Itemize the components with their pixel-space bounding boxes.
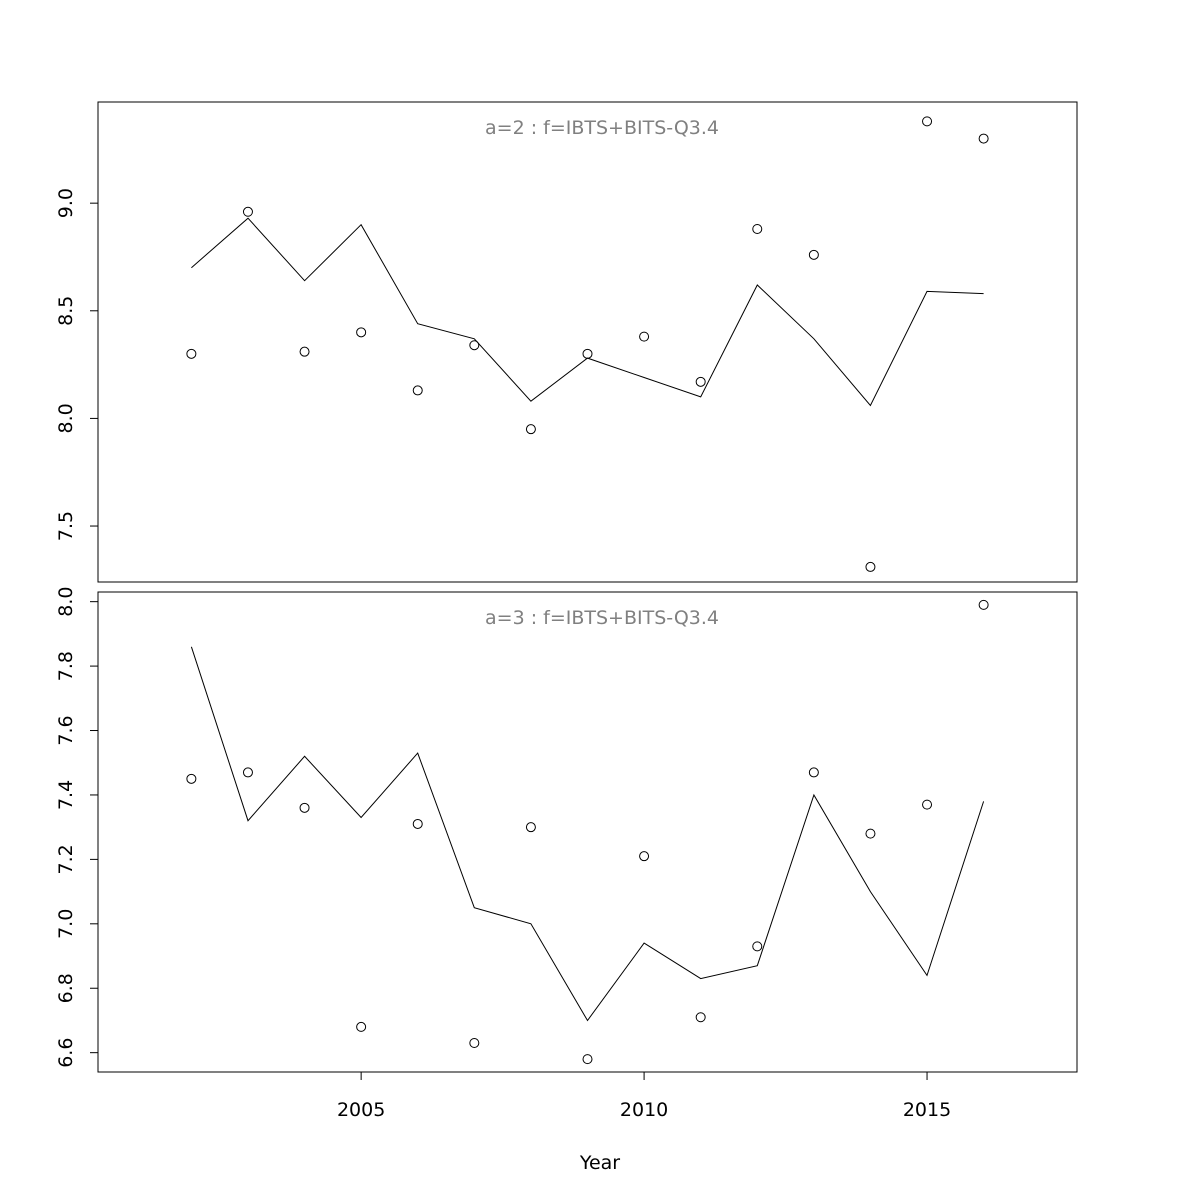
data-point <box>186 348 197 359</box>
data-point <box>525 822 536 833</box>
y-tick-label: 8.5 <box>55 296 77 326</box>
y-tick-label: 7.2 <box>55 844 77 874</box>
data-point <box>922 799 933 810</box>
panel-a2-frame <box>97 101 1078 583</box>
y-tick-label: 7.6 <box>55 715 77 745</box>
y-tick-label: 6.8 <box>55 973 77 1003</box>
data-point <box>242 206 253 217</box>
data-point <box>808 767 819 778</box>
panel-a3-observed-points <box>186 599 989 1065</box>
data-point <box>582 348 593 359</box>
panel-a2-y-axis: 7.5 8.0 8.5 9.0 <box>55 188 99 541</box>
x-tick-label: 2005 <box>337 1099 385 1121</box>
panel-a2-observed-points <box>186 116 989 572</box>
data-point <box>412 385 423 396</box>
data-point <box>752 941 763 952</box>
y-tick-label: 8.0 <box>55 587 77 617</box>
x-tick-label: 2010 <box>620 1099 668 1121</box>
panel-a3-title: a=3 : f=IBTS+BITS-Q3.4 <box>485 607 719 629</box>
y-tick-label: 8.0 <box>55 403 77 433</box>
y-tick-label: 9.0 <box>55 188 77 218</box>
data-point <box>978 599 989 610</box>
data-point <box>922 116 933 127</box>
x-axis: 2005 2010 2015 <box>337 1071 951 1121</box>
data-point <box>752 223 763 234</box>
panel-a3-frame <box>97 591 1078 1073</box>
panel-a3: a=3 : f=IBTS+BITS-Q3.4 6.6 6.8 7.0 7.2 7.4 7.… <box>55 587 1078 1073</box>
panel-a3-fitted-line <box>190 646 985 1022</box>
data-point <box>525 424 536 435</box>
panel-a2-title: a=2 : f=IBTS+BITS-Q3.4 <box>485 117 719 139</box>
data-point <box>356 327 367 338</box>
data-point <box>242 767 253 778</box>
data-point <box>582 1054 593 1065</box>
y-tick-label: 7.4 <box>55 780 77 810</box>
y-tick-label: 6.6 <box>55 1038 77 1068</box>
data-point <box>186 773 197 784</box>
data-point <box>639 331 650 342</box>
series-line <box>191 217 984 407</box>
data-point <box>299 802 310 813</box>
data-point <box>808 249 819 260</box>
data-point <box>865 561 876 572</box>
data-point <box>469 1038 480 1049</box>
y-tick-label: 7.8 <box>55 651 77 681</box>
data-point <box>356 1021 367 1032</box>
data-point <box>695 1012 706 1023</box>
y-tick-label: 7.0 <box>55 909 77 939</box>
data-point <box>299 346 310 357</box>
data-point <box>412 818 423 829</box>
series-line <box>190 646 985 1022</box>
panel-a3-y-axis: 6.6 6.8 7.0 7.2 7.4 7.6 7.8 8.0 <box>55 587 99 1068</box>
data-point <box>639 851 650 862</box>
x-tick-label: 2015 <box>903 1099 951 1121</box>
x-axis-title: Year <box>579 1152 620 1174</box>
data-point <box>695 376 706 387</box>
panel-a2-fitted-line <box>191 217 984 407</box>
data-point <box>469 340 480 351</box>
panel-a2: a=2 : f=IBTS+BITS-Q3.4 7.5 8.0 8.5 9.0 <box>55 101 1078 583</box>
y-tick-label: 7.5 <box>55 511 77 541</box>
data-point <box>865 828 876 839</box>
data-point <box>978 133 989 144</box>
